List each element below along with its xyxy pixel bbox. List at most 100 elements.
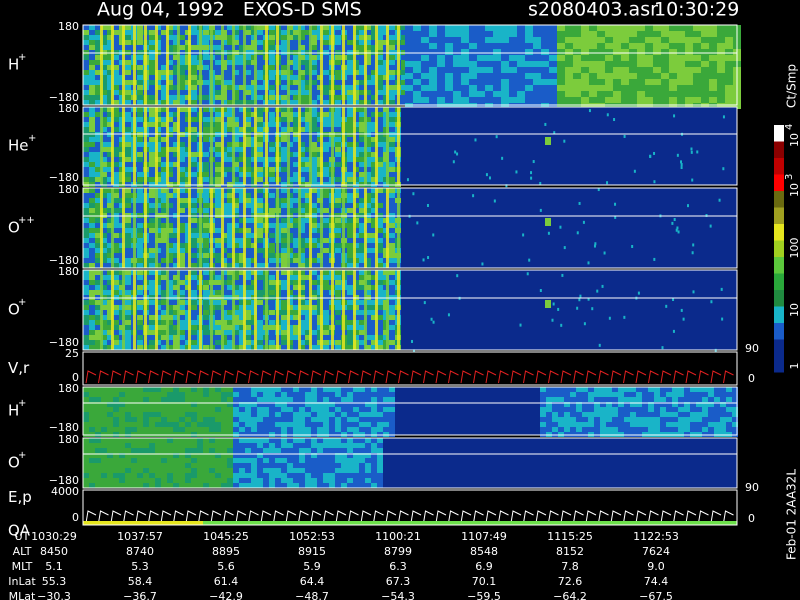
texture <box>131 427 137 432</box>
texture <box>541 91 549 97</box>
texture <box>509 31 517 37</box>
texture <box>203 218 209 223</box>
texture <box>233 300 239 305</box>
texture <box>191 285 197 290</box>
texture <box>113 305 119 310</box>
texture <box>293 345 299 350</box>
texture <box>215 85 221 90</box>
texture <box>375 270 378 350</box>
texture <box>107 137 113 142</box>
texture <box>533 85 541 91</box>
texture <box>359 315 365 320</box>
texture <box>125 402 131 407</box>
texture <box>149 397 155 402</box>
texture <box>101 167 107 172</box>
texture <box>606 407 612 412</box>
texture <box>539 288 542 292</box>
texture <box>83 387 89 392</box>
texture <box>203 275 209 280</box>
texture <box>717 43 725 49</box>
texture <box>549 55 557 61</box>
texture <box>269 300 275 305</box>
texture <box>239 340 245 345</box>
texture <box>305 280 311 285</box>
texture <box>365 55 371 60</box>
texture <box>701 31 709 37</box>
texture <box>597 103 605 109</box>
texture <box>155 270 158 350</box>
texture <box>269 35 275 40</box>
texture <box>167 80 173 85</box>
texture <box>323 142 329 147</box>
texture <box>179 45 185 50</box>
texture <box>653 180 656 184</box>
texture <box>561 273 564 277</box>
texture <box>245 427 251 432</box>
texture <box>233 203 239 208</box>
texture <box>501 103 509 109</box>
texture <box>311 330 317 335</box>
texture <box>107 310 113 315</box>
texture <box>111 188 114 268</box>
texture <box>215 55 221 60</box>
texture <box>89 300 95 305</box>
texture <box>389 412 395 417</box>
texture <box>89 147 95 152</box>
texture <box>597 49 605 55</box>
y-tick-label: −180 <box>49 254 79 267</box>
texture <box>239 203 245 208</box>
texture <box>677 85 685 91</box>
texture <box>522 233 525 237</box>
texture <box>179 325 185 330</box>
texture <box>589 25 597 31</box>
texture <box>501 91 509 97</box>
texture <box>215 228 221 233</box>
texture <box>233 35 239 40</box>
texture <box>645 25 653 31</box>
texture <box>101 402 107 407</box>
texture <box>113 223 119 228</box>
texture <box>606 417 612 422</box>
texture <box>565 73 573 79</box>
texture <box>365 188 371 193</box>
texture <box>624 412 630 417</box>
texture <box>341 397 347 402</box>
texture <box>709 224 712 228</box>
texture <box>359 223 365 228</box>
texture <box>125 397 131 402</box>
texture <box>239 228 245 233</box>
texture <box>131 417 137 422</box>
texture <box>612 427 618 432</box>
texture <box>685 25 693 31</box>
texture <box>553 131 556 135</box>
texture <box>257 65 263 70</box>
texture <box>335 107 341 112</box>
texture <box>317 407 323 412</box>
texture <box>122 107 125 185</box>
texture <box>113 90 119 95</box>
texture <box>365 320 371 325</box>
texture <box>137 25 143 30</box>
texture <box>653 61 661 67</box>
texture <box>191 157 197 162</box>
texture <box>227 397 233 402</box>
texture <box>493 25 501 31</box>
texture <box>215 142 221 147</box>
texture <box>588 407 594 412</box>
texture <box>243 270 246 350</box>
texture <box>161 193 167 198</box>
texture <box>429 61 437 67</box>
texture <box>645 91 653 97</box>
texture <box>227 412 233 417</box>
texture <box>371 223 377 228</box>
texture <box>167 25 173 30</box>
texture <box>245 167 251 172</box>
texture <box>581 43 589 49</box>
texture <box>612 412 618 417</box>
texture <box>199 188 202 268</box>
texture <box>298 270 301 350</box>
texture <box>416 221 419 225</box>
texture <box>137 100 143 105</box>
texture <box>191 75 197 80</box>
